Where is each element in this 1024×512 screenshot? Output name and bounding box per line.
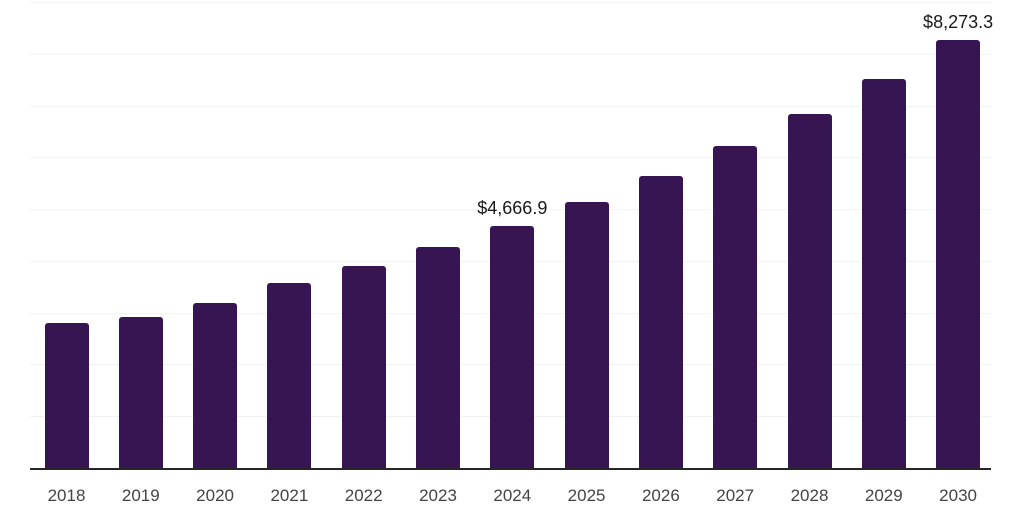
bar-value-label-2024: $4,666.9 (477, 198, 548, 219)
gridline-9000 (30, 2, 991, 3)
bar-2030[interactable] (936, 39, 981, 468)
bar-value-label-2030: $8,273.3 (923, 11, 994, 32)
x-tick-2027: 2027 (716, 486, 755, 505)
bar-2027[interactable] (713, 146, 758, 468)
x-tick-2029: 2029 (864, 486, 903, 505)
gridline-5000 (30, 209, 991, 211)
x-tick-2019: 2019 (121, 486, 160, 505)
x-tick-2028: 2028 (790, 486, 829, 505)
x-tick-2024: 2024 (493, 486, 532, 505)
bar-2029[interactable] (861, 79, 906, 468)
x-axis-labels: 2018 2019 2020 2021 2022 2023 2024 2025 2026 2027… (30, 472, 991, 512)
bar-2024[interactable] (490, 226, 535, 468)
bar-2021[interactable] (267, 283, 312, 468)
bar-2023[interactable] (416, 247, 460, 468)
x-tick-2030: 2030 (939, 486, 978, 505)
bar-2028[interactable] (787, 114, 832, 468)
x-tick-2022: 2022 (344, 486, 383, 505)
gridline-6000 (30, 157, 991, 159)
x-tick-2020: 2020 (196, 486, 235, 505)
plot-area: $4,666.9 $8,273.3 (30, 2, 994, 470)
bar-2019[interactable] (118, 316, 163, 468)
bar-2022[interactable] (341, 266, 386, 468)
bar-2026[interactable] (638, 175, 683, 468)
x-tick-2021: 2021 (270, 486, 309, 505)
x-tick-2026: 2026 (641, 486, 680, 505)
x-tick-2025: 2025 (567, 486, 606, 505)
bar-2020[interactable] (193, 302, 238, 468)
x-tick-2018: 2018 (47, 486, 86, 505)
gridline-8000 (30, 53, 991, 55)
gridline-7000 (30, 105, 991, 107)
bar-2025[interactable] (564, 202, 609, 468)
x-tick-2023: 2023 (419, 486, 457, 505)
bar-2018[interactable] (44, 323, 89, 468)
